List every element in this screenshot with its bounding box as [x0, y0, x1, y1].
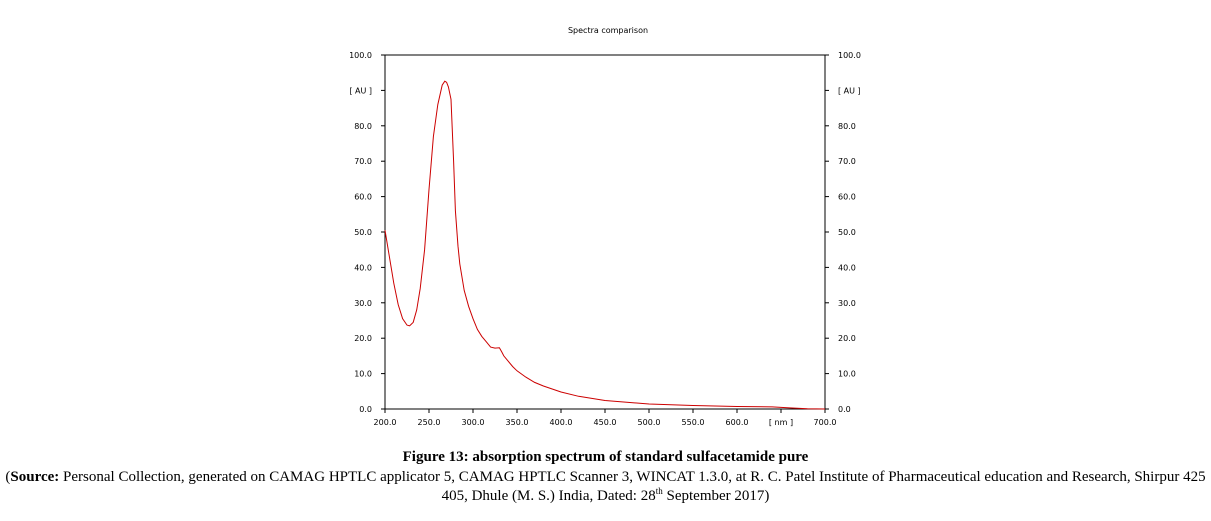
x-tick-label: [ nm ]: [769, 418, 793, 427]
y-tick-label-right: 10.0: [838, 370, 856, 379]
x-tick-label: 200.0: [374, 418, 397, 427]
y-tick-label-left: 0.0: [359, 405, 372, 414]
y-tick-label-right: 50.0: [838, 228, 856, 237]
x-tick-label: 600.0: [726, 418, 749, 427]
source-end: September 2017): [662, 488, 770, 504]
y-tick-label-right: 100.0: [838, 51, 861, 60]
y-tick-label-right: 0.0: [838, 405, 851, 414]
source-text: Personal Collection, generated on CAMAG …: [59, 469, 1206, 504]
x-tick-label: 400.0: [550, 418, 573, 427]
y-tick-label-left: 80.0: [354, 122, 372, 131]
y-tick-label-left: 10.0: [354, 370, 372, 379]
y-tick-label-left: [ AU ]: [349, 86, 372, 95]
chart-title: Spectra comparison: [568, 26, 648, 35]
spectrum-chart: Spectra comparison 200.0 250.0 300.0 350.0 4…: [349, 26, 861, 427]
series-line-sulfacetamide: [384, 80, 826, 410]
y-tick-label-left: 100.0: [349, 51, 372, 60]
y-tick-label-right: 20.0: [838, 334, 856, 343]
x-tick-label: 350.0: [506, 418, 529, 427]
source-superscript: th: [655, 486, 663, 496]
x-axis-ticks: 200.0 250.0 300.0 350.0 400.0 450.0 500.0 550.0…: [374, 409, 837, 427]
x-tick-label: 450.0: [594, 418, 617, 427]
x-tick-label: 550.0: [682, 418, 705, 427]
y-tick-label-right: [ AU ]: [838, 86, 861, 95]
y-axis-ticks-right: 100.0 [ AU ] 80.0 70.0 60.0 50.0 40.0 30.0 20.0 1…: [825, 51, 861, 414]
y-tick-label-right: 70.0: [838, 157, 856, 166]
x-tick-label: 250.0: [418, 418, 441, 427]
y-tick-label-right: 40.0: [838, 263, 856, 272]
y-tick-label-left: 50.0: [354, 228, 372, 237]
figure-caption: Figure 13: absorption spectrum of standa…: [402, 449, 809, 465]
x-tick-label: 700.0: [814, 418, 837, 427]
source-caption: (Source: Personal Collection, generated …: [5, 469, 1206, 504]
y-tick-label-right: 30.0: [838, 299, 856, 308]
y-tick-label-left: 60.0: [354, 193, 372, 202]
y-tick-label-right: 60.0: [838, 193, 856, 202]
y-tick-label-left: 40.0: [354, 263, 372, 272]
x-tick-label: 500.0: [638, 418, 661, 427]
y-tick-label-left: 30.0: [354, 299, 372, 308]
source-label: Source:: [10, 469, 60, 485]
y-tick-label-left: 20.0: [354, 334, 372, 343]
y-axis-ticks-left: 100.0 [ AU ] 80.0 70.0 60.0 50.0 40.0 30.0 20.0 1…: [349, 51, 385, 414]
y-tick-label-right: 80.0: [838, 122, 856, 131]
y-tick-label-left: 70.0: [354, 157, 372, 166]
x-tick-label: 300.0: [462, 418, 485, 427]
